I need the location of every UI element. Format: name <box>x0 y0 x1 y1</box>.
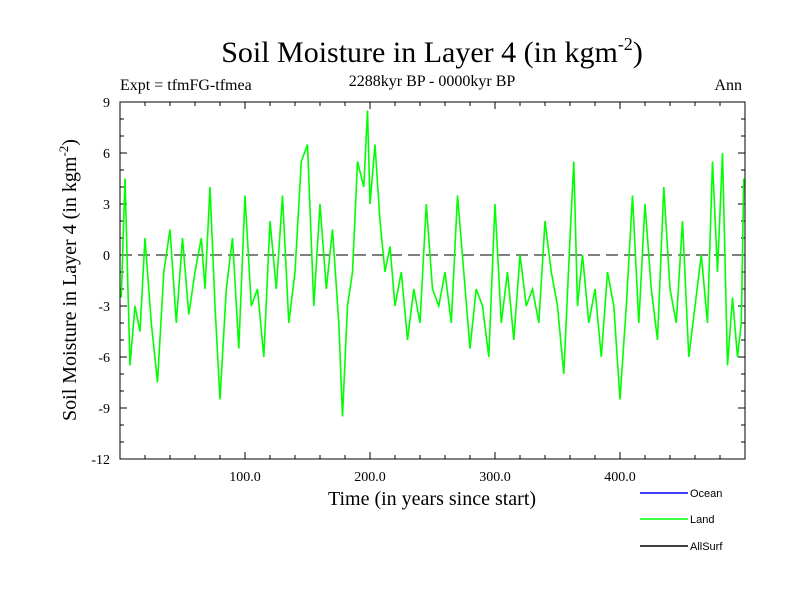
legend: Ocean Land AllSurf <box>640 488 723 553</box>
series-line-land <box>120 110 745 417</box>
y-tick-label: -6 <box>98 351 110 366</box>
legend-label-allsurf: AllSurf <box>690 541 723 553</box>
y-tick-label: -12 <box>91 453 110 468</box>
x-tick-label: 300.0 <box>479 470 511 485</box>
chart-subtitle: 2288kyr BP - 0000kyr BP <box>349 73 516 90</box>
x-tick-label: 400.0 <box>604 470 636 485</box>
y-axis-label: Soil Moisture in Layer 4 (in kgm-2) <box>56 139 81 421</box>
y-tick-label: 3 <box>103 198 110 213</box>
plot-frame <box>119 101 746 460</box>
y-tick-label: 9 <box>103 96 110 111</box>
legend-label-land: Land <box>690 514 714 526</box>
experiment-label: Expt = tfmFG-tfmea <box>120 77 252 94</box>
season-label: Ann <box>714 77 742 94</box>
y-tick-label: -3 <box>98 300 110 315</box>
chart-title: Soil Moisture in Layer 4 (in kgm-2) <box>221 34 643 69</box>
y-tick-label: 0 <box>103 249 110 264</box>
y-tick-label: 6 <box>103 147 110 162</box>
legend-label-ocean: Ocean <box>690 488 722 500</box>
x-tick-label: 100.0 <box>229 470 261 485</box>
x-axis-label: Time (in years since start) <box>328 488 536 510</box>
x-tick-label: 200.0 <box>354 470 386 485</box>
axis-ticks: -12 -9 -6 -3 0 3 6 9 100.0 200.0 300.0 400.0 <box>91 96 745 485</box>
y-tick-label: -9 <box>98 402 110 417</box>
